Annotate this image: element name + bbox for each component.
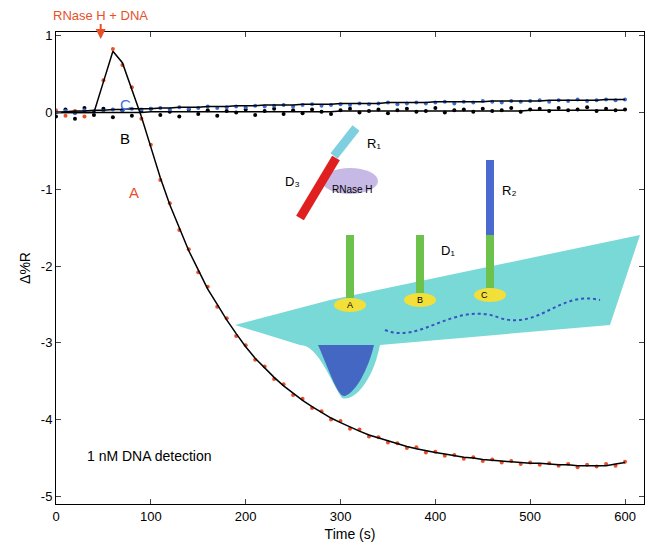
svg-text:A: A bbox=[347, 300, 353, 310]
svg-text:1: 1 bbox=[45, 28, 52, 43]
svg-text:-2: -2 bbox=[41, 259, 53, 274]
svg-text:400: 400 bbox=[424, 509, 446, 524]
svg-text:R₂: R₂ bbox=[502, 183, 516, 198]
svg-text:C: C bbox=[120, 96, 131, 113]
svg-text:600: 600 bbox=[614, 509, 636, 524]
svg-text:Δ%R: Δ%R bbox=[17, 252, 33, 284]
svg-text:-3: -3 bbox=[41, 335, 53, 350]
svg-text:-4: -4 bbox=[41, 412, 53, 427]
svg-text:300: 300 bbox=[330, 509, 352, 524]
svg-text:A: A bbox=[129, 184, 139, 201]
svg-text:Time (s): Time (s) bbox=[325, 526, 376, 542]
svg-text:100: 100 bbox=[140, 509, 162, 524]
svg-text:D₁: D₁ bbox=[441, 243, 455, 258]
svg-text:0: 0 bbox=[52, 509, 59, 524]
svg-text:D₃: D₃ bbox=[285, 174, 300, 189]
svg-text:-5: -5 bbox=[41, 489, 53, 504]
svg-text:1 nM DNA detection: 1 nM DNA detection bbox=[87, 448, 212, 464]
svg-text:-1: -1 bbox=[41, 182, 53, 197]
svg-text:B: B bbox=[417, 295, 423, 305]
svg-text:C: C bbox=[481, 290, 488, 300]
svg-text:500: 500 bbox=[519, 509, 541, 524]
svg-text:0: 0 bbox=[45, 105, 52, 120]
svg-text:R₁: R₁ bbox=[367, 136, 381, 151]
svg-text:RNase H + DNA: RNase H + DNA bbox=[53, 8, 148, 23]
svg-text:B: B bbox=[120, 130, 130, 147]
svg-text:200: 200 bbox=[235, 509, 257, 524]
svg-text:RNase H: RNase H bbox=[332, 184, 373, 195]
